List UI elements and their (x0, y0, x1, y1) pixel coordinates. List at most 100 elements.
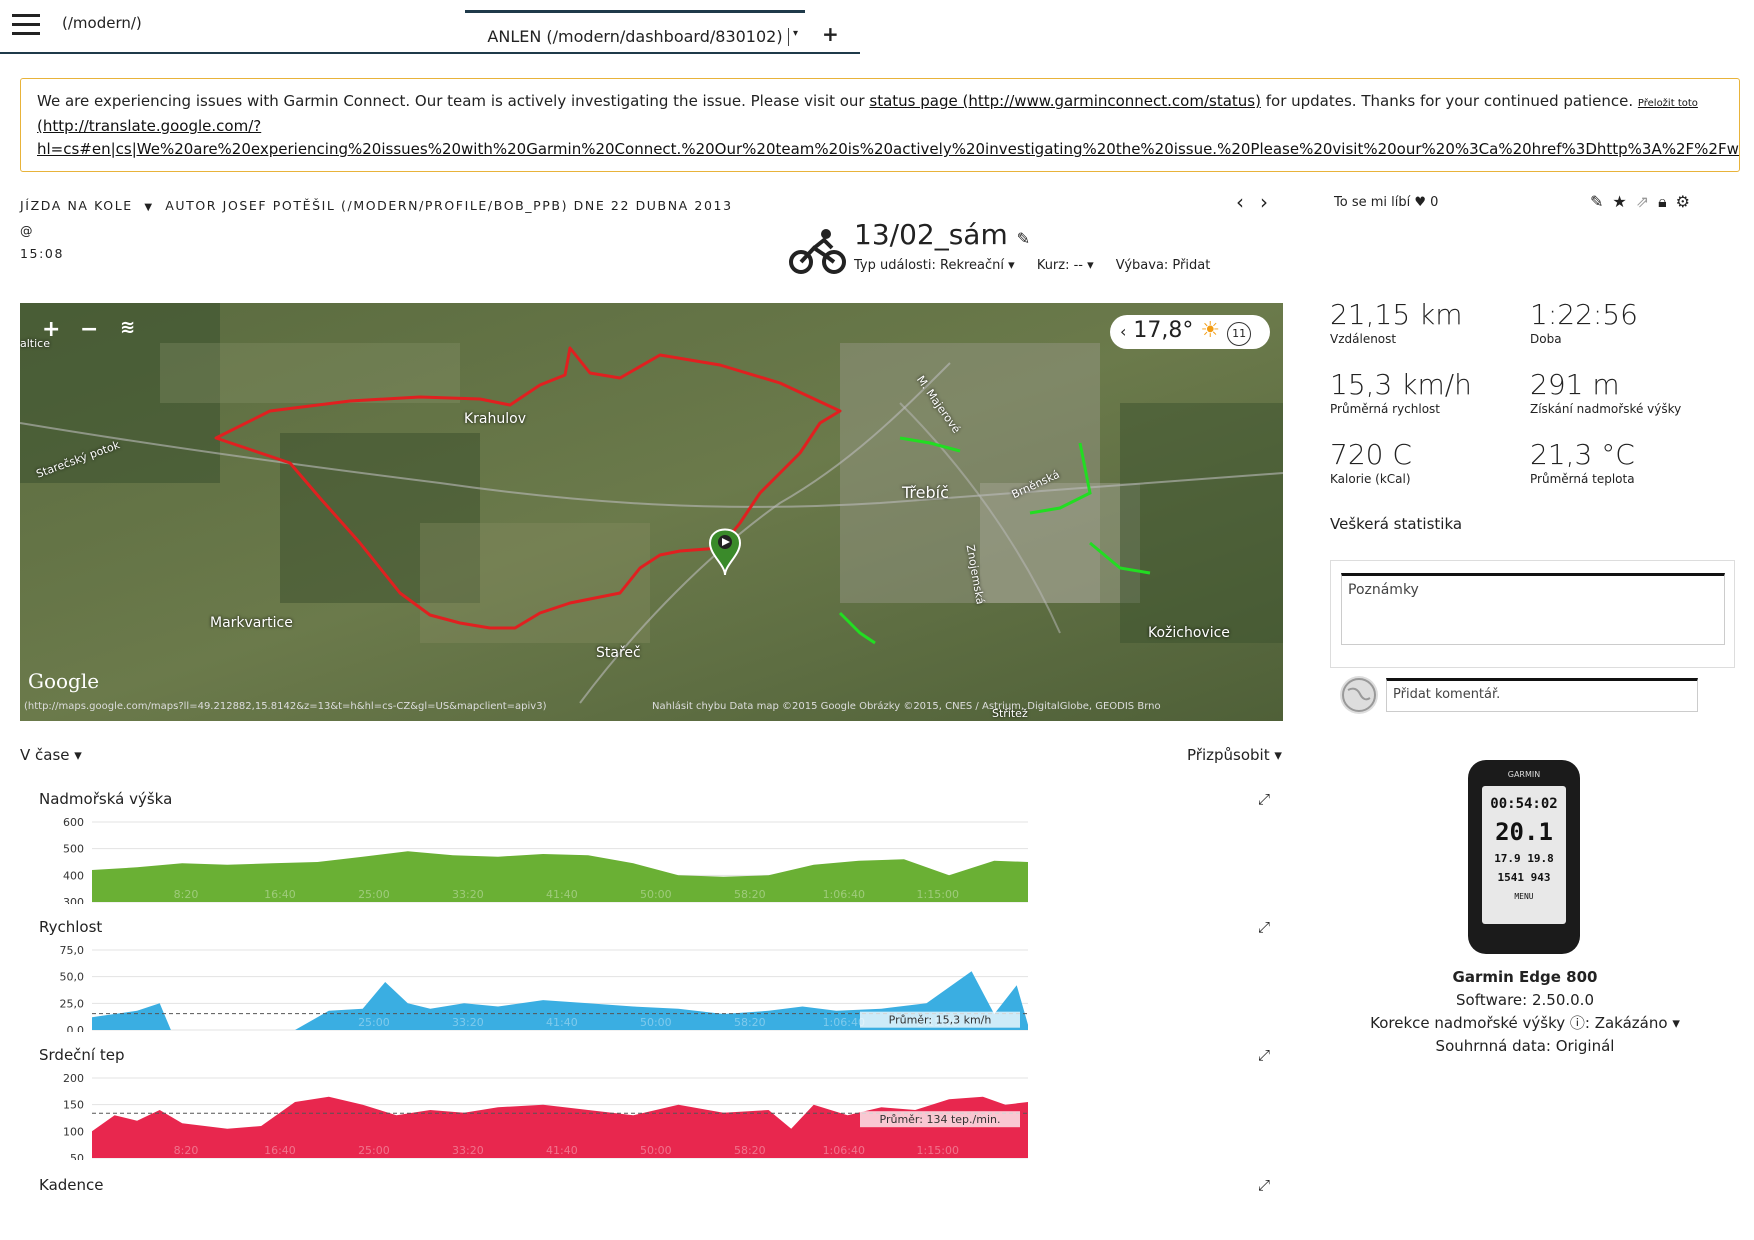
share-icon[interactable]: ⇗ (1635, 192, 1650, 211)
stat-duration: 1:22:56 Doba (1530, 298, 1730, 346)
heart-icon[interactable]: ♥ (1414, 195, 1427, 210)
map-label-altice: altice (20, 337, 50, 350)
x-tick-label: 41:40 (546, 1016, 578, 1029)
action-icons: ✎ ★ ⇗ 🔒︎ ⚙ (1590, 192, 1699, 212)
all-stats-link[interactable]: Veškerá statistika (1330, 515, 1463, 533)
globe-icon (1342, 678, 1376, 712)
device-screen-ascent: 943 (1530, 871, 1551, 884)
nav-path-link[interactable]: (/modern/) (62, 14, 142, 32)
elevation-correction-select[interactable]: Korekce nadmořské výšky ⓘ: Zakázáno ▾ (1370, 1014, 1680, 1032)
stat-elev-gain: 291 m Získání nadmořské výšky (1530, 368, 1730, 416)
stat-label: Průměrná teplota (1530, 472, 1635, 486)
like-area[interactable]: To se mi líbí ♥ 0 (1334, 195, 1438, 210)
x-tick-label: 50:00 (640, 1144, 672, 1157)
edit-icon[interactable]: ✎ (1590, 192, 1604, 211)
device-screen: 00:54:02 20.1 17.9 19.8 1541 943 MENU (1482, 786, 1566, 924)
device-info: Garmin Edge 800 Software: 2.50.0.0 Korek… (1330, 966, 1720, 1058)
event-type-select[interactable]: Typ události: Rekreační ▾ (854, 258, 1015, 273)
weather-widget[interactable]: ‹ 17,8° ☀ 11 (1110, 315, 1270, 349)
layers-icon[interactable]: ≋ (120, 317, 136, 338)
star-icon[interactable]: ★ (1612, 192, 1627, 211)
x-tick-label: 50:00 (640, 1016, 672, 1029)
chevron-down-icon[interactable]: ▼ (144, 202, 154, 213)
customize-select[interactable]: Přizpůsobit ▾ (1187, 746, 1282, 764)
average-label: Průměr: 15,3 km/h (889, 1014, 992, 1027)
map-label-markvartice: Markvartice (210, 615, 293, 631)
translate-link[interactable]: Přeložit toto (1637, 98, 1698, 109)
banner-text-after: for updates. Thanks for your continued p… (1260, 92, 1638, 110)
activity-type[interactable]: Jízda na kole (20, 198, 133, 213)
average-label-bg (860, 1011, 1020, 1028)
top-bar: (/modern/) ANLEN (/modern/dashboard/8301… (0, 0, 860, 54)
x-tick-label: 33:20 (452, 1016, 484, 1029)
gear-add-link[interactable]: Výbava: Přidat (1115, 258, 1211, 273)
tab-dashboard[interactable]: ANLEN (/modern/dashboard/830102) (465, 10, 805, 54)
average-label-bg (860, 1111, 1020, 1128)
device-screen-elev: 1541 (1497, 871, 1525, 884)
tab-dropdown-icon[interactable]: ▾ (788, 28, 798, 46)
like-label: To se mi líbí (1334, 195, 1411, 210)
activity-meta: Jízda na kole ▼ autor Josef Potěšil (/mo… (20, 194, 740, 265)
summary-data: Souhrnná data: Originál (1435, 1037, 1615, 1055)
expand-icon[interactable]: ⤢ (1258, 1046, 1271, 1064)
avatar (1340, 676, 1378, 714)
series-area (92, 1096, 1028, 1158)
zoom-in-button[interactable]: + (42, 317, 61, 342)
x-tick-label: 16:40 (264, 888, 296, 901)
y-tick-label: 150 (63, 1099, 84, 1112)
expand-icon[interactable]: ⤢ (1258, 1176, 1271, 1194)
device-screen-dist: 17.9 (1494, 852, 1521, 865)
gear-icon[interactable]: ⚙ (1675, 192, 1691, 211)
device-screen-avg: 19.8 (1527, 852, 1554, 865)
device-name: Garmin Edge 800 (1452, 968, 1598, 986)
route-map[interactable]: + − ≋ ‹ 17,8° ☀ 11 Krahulov Třebíč Markv… (20, 303, 1283, 721)
time-axis-select[interactable]: V čase ▾ (20, 746, 82, 764)
menu-icon[interactable] (12, 14, 40, 38)
chart-title-speed: Rychlost (39, 918, 103, 936)
stat-label: Vzdálenost (1330, 332, 1397, 346)
lock-icon[interactable]: 🔒︎ (1658, 192, 1667, 211)
translate-url-link-2[interactable]: hl=cs#en|cs|We%20are%20experiencing%20is… (37, 140, 1739, 158)
stat-value: 21,3 °C (1530, 438, 1635, 471)
device-screen-speed: 20.1 (1495, 818, 1553, 846)
y-tick-label: 300 (63, 896, 84, 904)
notes-panel: Poznámky (1330, 560, 1735, 668)
stat-distance: 21,15 km Vzdálenost (1330, 298, 1530, 346)
zoom-out-button[interactable]: − (80, 317, 99, 342)
status-page-link[interactable]: status page (http://www.garminconnect.co… (869, 92, 1261, 110)
map-url-link[interactable]: (http://maps.google.com/maps?ll=49.21288… (24, 701, 547, 712)
translate-url-link[interactable]: (http://translate.google.com/? (37, 117, 262, 135)
device-software: Software: 2.50.0.0 (1456, 991, 1594, 1009)
course-select[interactable]: Kurz: -- ▾ (1036, 258, 1094, 273)
next-activity-icon[interactable]: › (1260, 190, 1268, 214)
x-tick-label: 1:06:40 (823, 888, 865, 901)
pencil-icon[interactable]: ✎ (1016, 229, 1031, 248)
chevron-left-icon[interactable]: ‹ (1120, 322, 1127, 341)
like-count: 0 (1430, 195, 1439, 210)
x-tick-label: 1:15:00 (917, 1144, 959, 1157)
comment-input[interactable]: Přidat komentář. (1386, 678, 1698, 712)
notes-input[interactable]: Poznámky (1341, 573, 1725, 645)
stat-label: Průměrná rychlost (1330, 402, 1441, 416)
y-tick-label: 100 (63, 1125, 84, 1138)
x-tick-label: 25:00 (358, 888, 390, 901)
expand-icon[interactable]: ⤢ (1258, 918, 1271, 936)
activity-title[interactable]: 13/02_sám ✎ (854, 218, 1030, 251)
prev-activity-icon[interactable]: ‹ (1236, 190, 1244, 214)
map-label-kozichovice: Kožichovice (1148, 625, 1230, 641)
average-label: Průměr: 134 tep./min. (880, 1113, 1001, 1126)
stat-calories: 720 C Kalorie (kCal) (1330, 438, 1530, 486)
x-tick-label: 8:20 (174, 888, 199, 901)
map-label-starec: Stařeč (596, 645, 641, 661)
stat-value: 291 m (1530, 368, 1620, 401)
add-tab-button[interactable]: + (822, 22, 839, 46)
device-screen-menu: MENU (1514, 892, 1534, 901)
x-tick-label: 25:00 (358, 1016, 390, 1029)
expand-icon[interactable]: ⤢ (1258, 790, 1271, 808)
activity-subline: Typ události: Rekreační ▾ Kurz: -- ▾ Výb… (854, 258, 1228, 273)
x-tick-label: 1:06:40 (823, 1016, 865, 1029)
map-label-krahulov: Krahulov (464, 411, 527, 427)
status-banner: We are experiencing issues with Garmin C… (20, 78, 1740, 172)
activity-author[interactable]: autor Josef Potěšil (/modern/profile/bob… (20, 198, 733, 238)
y-tick-label: 0,0 (67, 1024, 85, 1032)
